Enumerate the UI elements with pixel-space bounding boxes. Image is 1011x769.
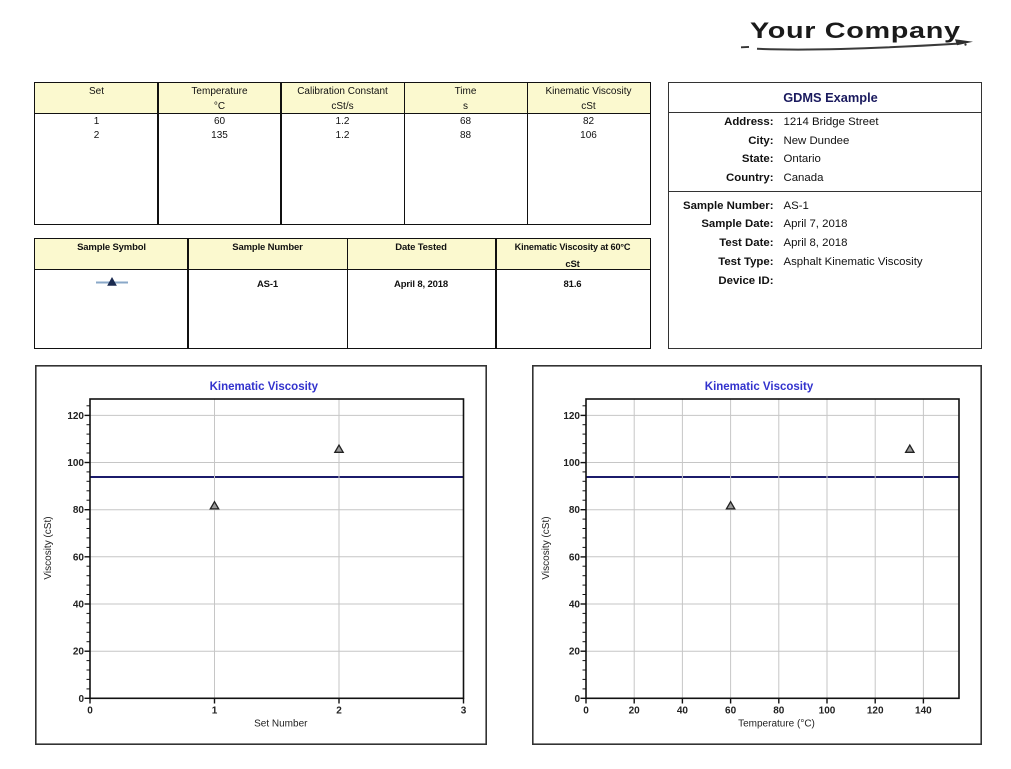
svg-text:1: 1	[212, 706, 218, 717]
svg-text:100: 100	[819, 706, 836, 717]
svg-text:80: 80	[569, 505, 581, 516]
svg-text:120: 120	[67, 411, 84, 422]
svg-text:40: 40	[569, 600, 581, 611]
svg-text:3: 3	[461, 706, 467, 717]
svg-text:40: 40	[73, 600, 85, 611]
svg-text:20: 20	[73, 647, 85, 658]
svg-text:Viscosity (cSt): Viscosity (cSt)	[43, 516, 54, 579]
svg-text:40: 40	[677, 706, 689, 717]
svg-text:20: 20	[629, 706, 641, 717]
svg-text:Temperature (°C): Temperature (°C)	[738, 719, 815, 730]
svg-text:120: 120	[867, 706, 884, 717]
svg-text:2: 2	[336, 706, 342, 717]
svg-text:0: 0	[574, 694, 580, 705]
svg-text:Viscosity (cSt): Viscosity (cSt)	[541, 516, 552, 579]
svg-text:20: 20	[569, 647, 581, 658]
svg-text:80: 80	[73, 505, 85, 516]
svg-text:100: 100	[563, 458, 580, 469]
svg-text:0: 0	[583, 706, 589, 717]
svg-text:140: 140	[915, 706, 932, 717]
svg-text:60: 60	[725, 706, 737, 717]
svg-text:60: 60	[73, 552, 85, 563]
svg-text:60: 60	[569, 552, 581, 563]
svg-text:Kinematic Viscosity: Kinematic Viscosity	[210, 381, 319, 393]
svg-text:Set Number: Set Number	[254, 719, 308, 730]
svg-text:0: 0	[87, 706, 93, 717]
svg-text:Kinematic Viscosity: Kinematic Viscosity	[705, 381, 814, 393]
svg-text:120: 120	[563, 411, 580, 422]
svg-text:80: 80	[773, 706, 785, 717]
svg-text:100: 100	[67, 458, 84, 469]
svg-text:0: 0	[78, 694, 84, 705]
